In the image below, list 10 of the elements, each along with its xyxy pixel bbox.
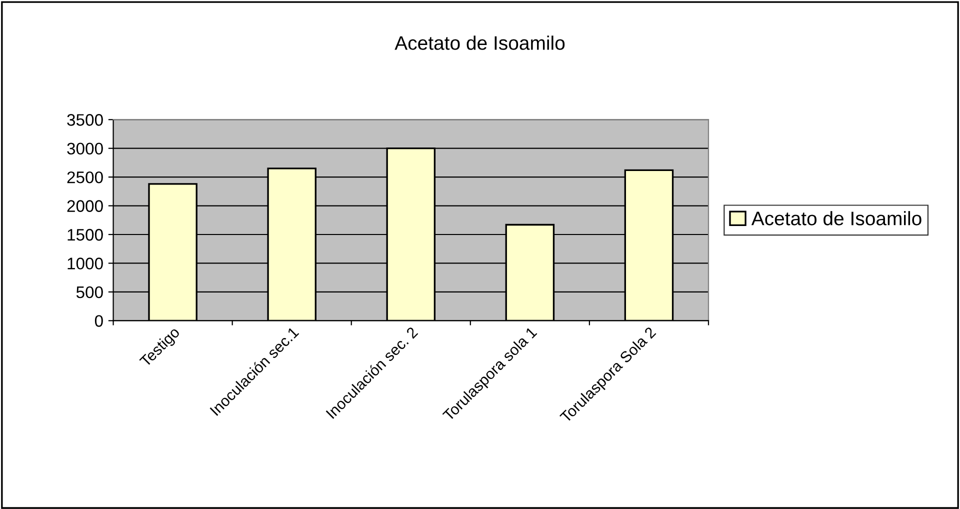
y-tick-label: 0 (94, 315, 103, 327)
y-tick-label: 3000 (67, 142, 103, 155)
chart-title: Acetato de Isoamilo (394, 36, 565, 50)
y-tick-label: 500 (76, 286, 103, 298)
y-tick-label: 2000 (67, 200, 103, 212)
y-tick-label: 1000 (68, 258, 103, 270)
y-tick-label: 3500 (67, 114, 103, 126)
legend-label: Acetato de Isoamilo (751, 211, 922, 226)
y-tick-label: 2500 (67, 171, 103, 184)
y-tick-label: 1500 (68, 228, 103, 241)
